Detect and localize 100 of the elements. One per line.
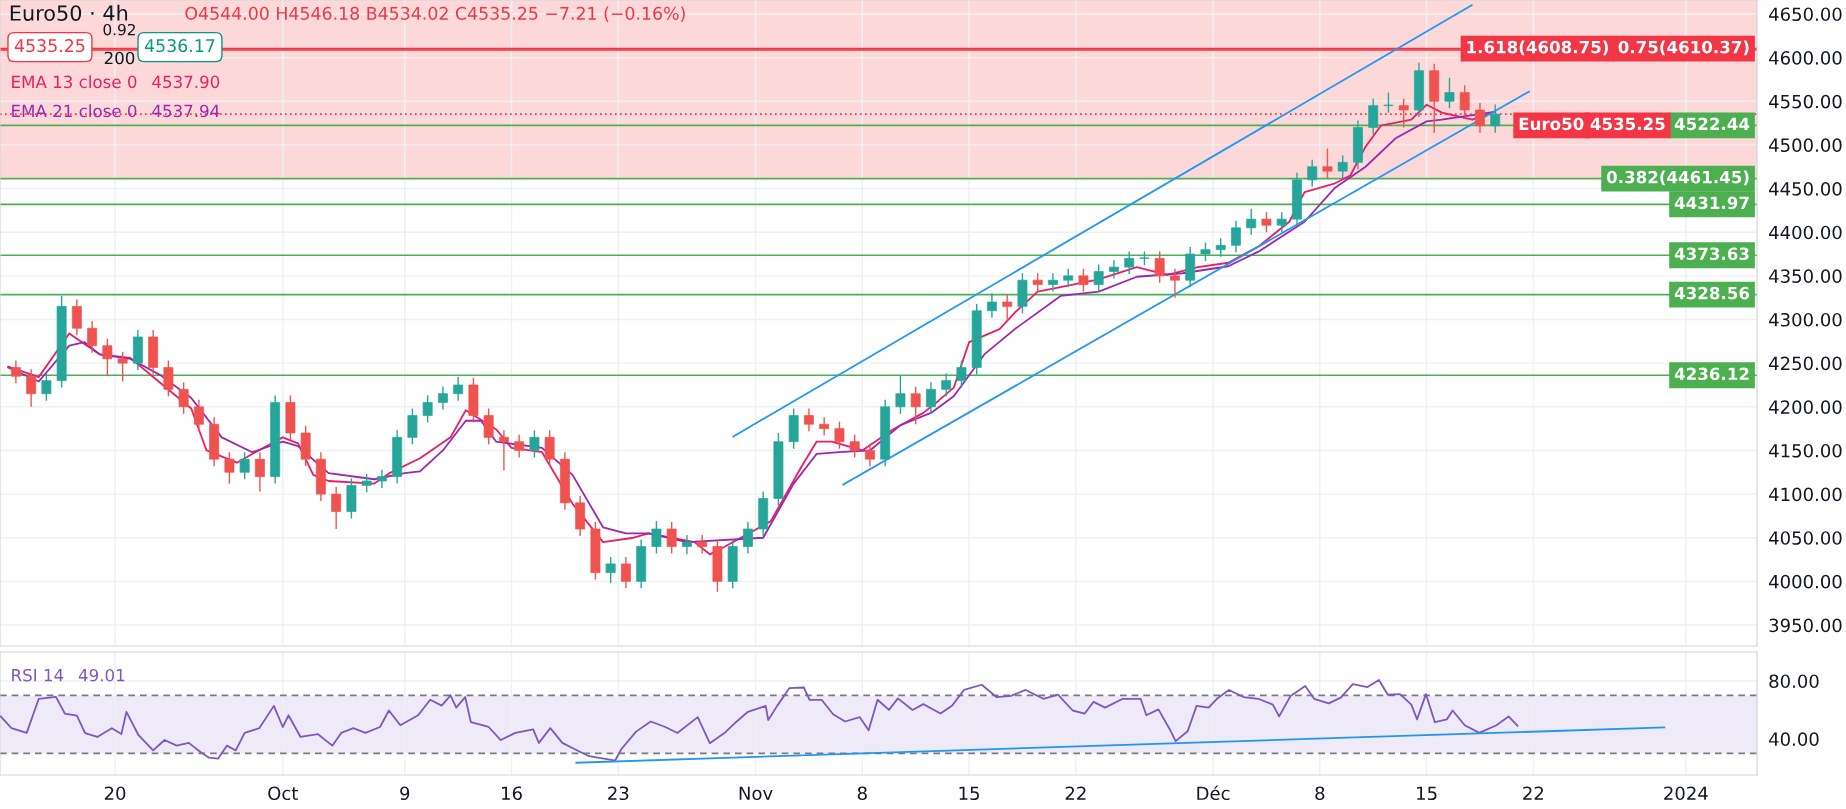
candlestick xyxy=(239,451,250,480)
candlestick xyxy=(26,368,37,408)
ref-line-label: 4236.12 xyxy=(1674,367,1749,381)
candlestick xyxy=(1032,272,1043,293)
candlestick xyxy=(1276,211,1287,233)
candlestick xyxy=(895,374,906,415)
x-tick-label: 2024 xyxy=(1664,786,1708,801)
candlestick xyxy=(620,556,631,590)
y-tick-label: 4500.00 xyxy=(1769,138,1842,153)
text: EMA 13 close 0 xyxy=(12,75,137,89)
candlestick xyxy=(163,359,174,398)
x-tick-label: 22 xyxy=(1523,786,1544,800)
annotation: 4537.94 xyxy=(152,104,220,118)
candlestick xyxy=(437,386,448,411)
candlestick xyxy=(1261,211,1272,233)
candlestick xyxy=(1368,97,1379,136)
candlestick xyxy=(41,372,52,402)
candlestick xyxy=(1109,259,1119,280)
y-tick-label: 4400.00 xyxy=(1769,225,1842,240)
candlestick xyxy=(956,359,967,389)
candlestick xyxy=(1231,220,1241,253)
candlestick xyxy=(1459,84,1470,118)
x-tick-label: Oct xyxy=(268,786,298,801)
candlestick xyxy=(1078,268,1089,293)
candlestick xyxy=(224,451,235,485)
y-tick-label: 4450.00 xyxy=(1769,182,1842,196)
x-tick-label: 20 xyxy=(104,786,126,801)
y-tick-label: 4250.00 xyxy=(1769,356,1842,371)
candlestick xyxy=(1322,147,1333,179)
candlestick xyxy=(102,338,113,377)
candlestick xyxy=(1048,272,1058,293)
candlestick xyxy=(926,381,936,415)
ref-line-label: 4328.56 xyxy=(1674,286,1750,300)
candlestick xyxy=(1307,159,1318,188)
candlestick xyxy=(529,429,540,459)
candlestick xyxy=(178,381,189,415)
annotation: 4536.17 xyxy=(144,39,215,53)
y-tick-label: 4050.00 xyxy=(1769,531,1842,545)
candlestick xyxy=(819,416,830,437)
candlestick xyxy=(941,372,952,398)
ref-line-label: 0.75(4610.37) xyxy=(1618,40,1749,56)
candlestick xyxy=(1490,103,1501,134)
candlestick xyxy=(483,407,494,446)
candlestick xyxy=(407,407,418,446)
candlestick xyxy=(1337,154,1348,179)
series-label: RSI 14 xyxy=(12,668,64,682)
annotation: 4535.25 xyxy=(14,39,85,53)
annotation: 0.92 xyxy=(103,23,135,36)
x-tick-label: 15 xyxy=(959,786,979,801)
candlestick xyxy=(910,386,921,425)
candlestick xyxy=(1124,250,1135,275)
x-tick-label: 15 xyxy=(1417,786,1437,801)
candlestick xyxy=(361,473,372,494)
candlestick xyxy=(193,399,204,432)
annotation: Euro50 xyxy=(1519,117,1584,131)
candlestick xyxy=(834,420,845,450)
ref-line-label: 4522.44 xyxy=(1674,117,1750,131)
candlestick xyxy=(682,534,692,556)
candlestick xyxy=(743,521,753,555)
candlestick xyxy=(697,534,708,555)
y-tick-label: 80.00 xyxy=(1769,674,1819,689)
candlestick xyxy=(1093,263,1104,293)
x-tick-label: 8 xyxy=(857,786,867,801)
annotation: 49.01 xyxy=(78,668,125,682)
y-tick-label: 4000.00 xyxy=(1769,574,1842,589)
candlestick xyxy=(865,442,875,467)
candlestick xyxy=(987,292,997,319)
candlestick xyxy=(1002,294,1013,321)
y-tick-label: 40.00 xyxy=(1769,732,1819,746)
candlestick xyxy=(1063,268,1074,288)
candlestick xyxy=(1246,207,1257,236)
ref-line-label: 4535.25 xyxy=(1590,117,1665,131)
candlestick xyxy=(1398,97,1409,129)
candlestick xyxy=(1215,237,1226,258)
x-tick-label: 9 xyxy=(400,786,410,801)
candlestick xyxy=(498,429,509,472)
y-tick-label: 4350.00 xyxy=(1769,269,1842,283)
candlestick xyxy=(117,351,128,383)
candlestick xyxy=(1200,241,1211,262)
candlestick xyxy=(605,556,616,584)
text: EMA 21 close 0 xyxy=(12,104,137,118)
candlestick xyxy=(1154,250,1165,284)
ref-line-label: 4373.63 xyxy=(1674,247,1749,261)
candlestick xyxy=(453,376,464,402)
ref-line-label: 0.382(4461.45) xyxy=(1606,170,1749,186)
candlestick xyxy=(544,429,555,467)
y-tick-label: 4650.00 xyxy=(1769,7,1842,22)
candlestick xyxy=(514,434,525,459)
chart-subtitle: O4544.00 H4546.18 B4534.02 C4535.25 −7.21 (−0.16%) xyxy=(185,6,685,22)
candlestick xyxy=(1475,102,1485,134)
candlestick xyxy=(10,359,21,384)
candlestick xyxy=(1170,268,1180,299)
y-tick-label: 4300.00 xyxy=(1769,312,1842,327)
candlestick xyxy=(651,520,662,555)
y-tick-label: 4100.00 xyxy=(1769,487,1842,502)
candlestick xyxy=(849,434,860,459)
ref-line-label: 4431.97 xyxy=(1674,196,1749,210)
x-tick-label: 16 xyxy=(502,786,522,801)
candlestick xyxy=(71,298,82,336)
y-tick-label: 3950.00 xyxy=(1769,618,1842,633)
